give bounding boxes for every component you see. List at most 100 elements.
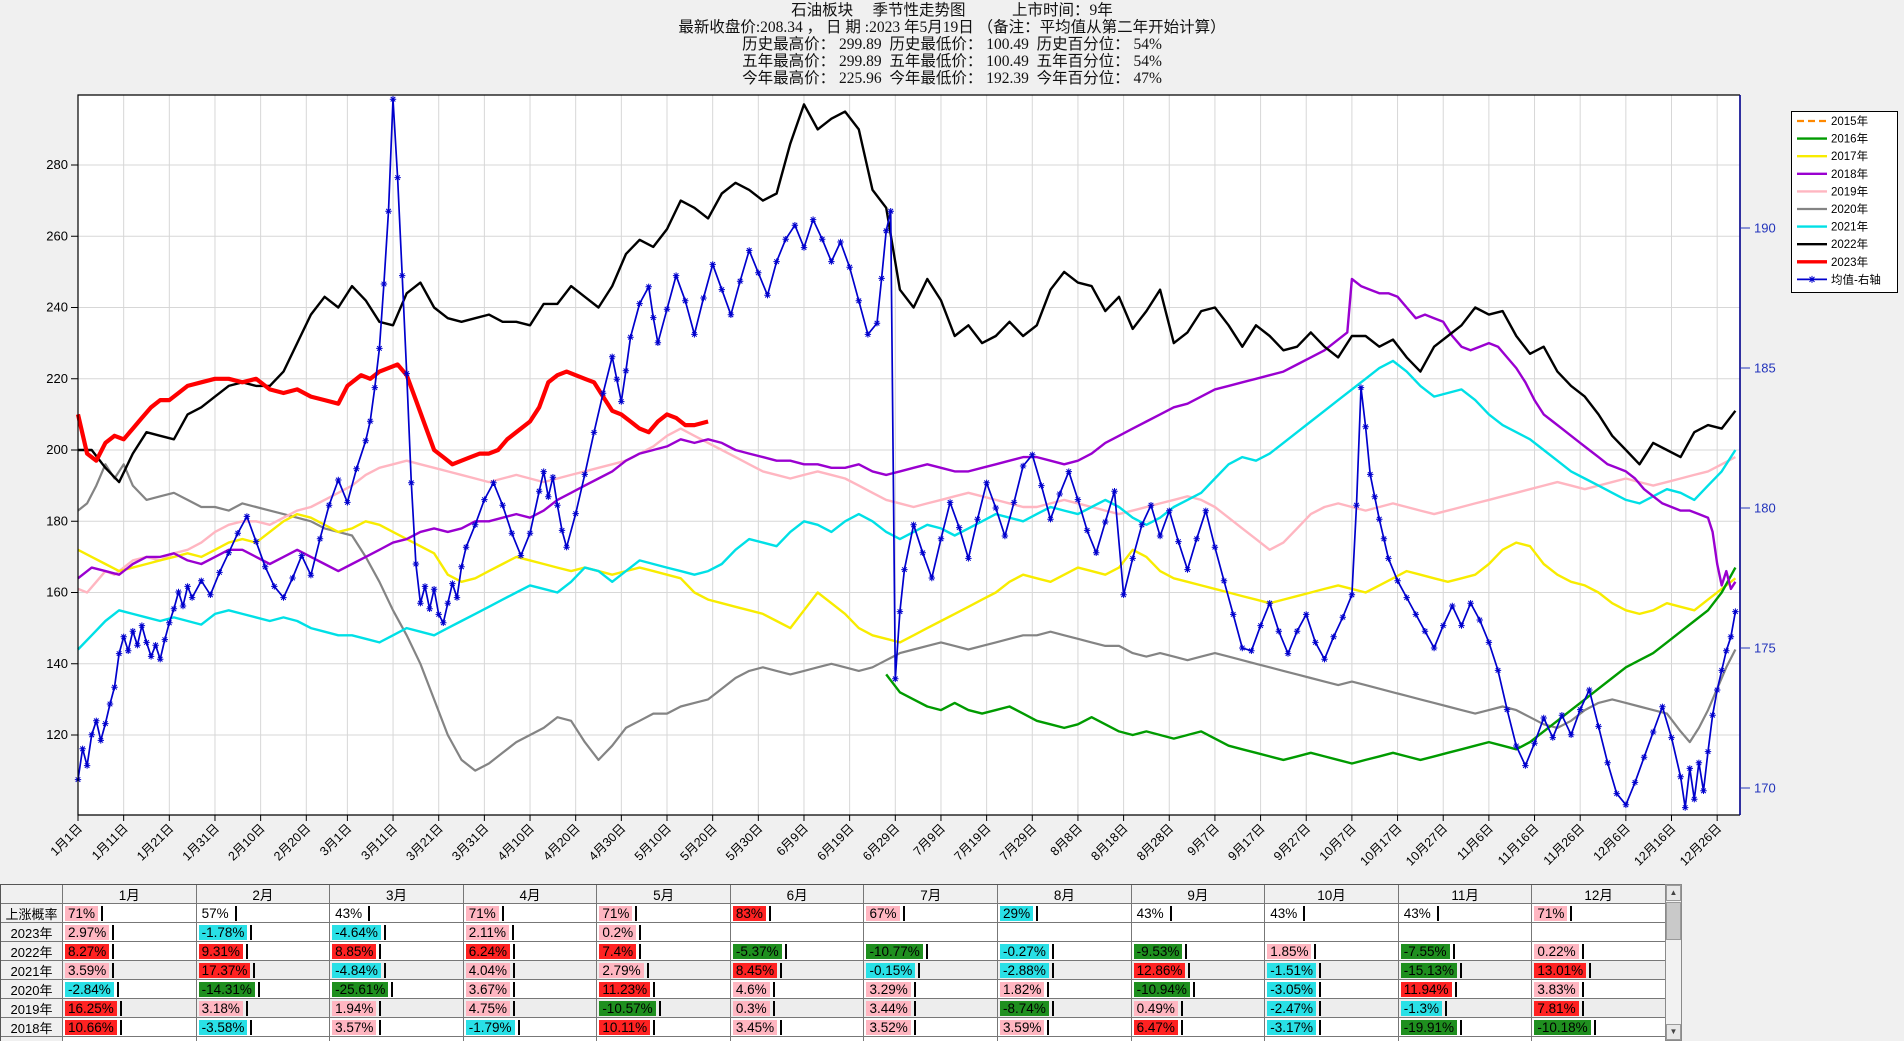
value-chip: -10.94% <box>1133 981 1190 997</box>
table-cell-value <box>1265 1037 1399 1041</box>
value-tick-mark <box>1180 1000 1183 1016</box>
table-cell-value: -0.27% <box>998 942 1132 961</box>
table-cell-value <box>1131 923 1266 942</box>
value-tick-mark <box>1581 943 1584 959</box>
value-tick-mark <box>913 1019 916 1035</box>
value-chip: 1.85% <box>1267 943 1312 959</box>
svg-text:175: 175 <box>1754 641 1776 656</box>
value-chip: 3.57% <box>332 1019 377 1035</box>
table-cell-value: 10.11% <box>597 1018 731 1037</box>
table-cell-value: 0.3% <box>730 999 865 1018</box>
value-chip: -3.17% <box>1267 1019 1316 1035</box>
value-chip: 7.4% <box>599 943 637 959</box>
table-cell-value: -25.61% <box>330 980 464 999</box>
month-header-2月: 2月 <box>196 885 331 904</box>
scroll-down-button[interactable]: ▼ <box>1666 1024 1681 1040</box>
x-tick-label: 1月11日 <box>89 821 131 863</box>
x-tick-label: 9月7日 <box>1185 821 1222 858</box>
table-cell-value: -14.31% <box>196 980 331 999</box>
legend-item-2018年[interactable]: 2018年 <box>1797 167 1868 181</box>
table-cell-value: 3.45% <box>730 1018 865 1037</box>
legend-item-2021年[interactable]: 2021年 <box>1797 220 1868 234</box>
svg-text:180: 180 <box>1754 501 1776 516</box>
legend-item-2015年[interactable]: 2015年 <box>1797 114 1868 128</box>
table-cell-value: 16.25% <box>63 999 197 1018</box>
table-cell-value: 43% <box>1265 904 1399 923</box>
table-cell-value: 71% <box>463 904 598 923</box>
table-cell-value <box>196 1037 331 1041</box>
value-chip: -2.47% <box>1267 1000 1316 1016</box>
history-range-line: 历史最高价： 299.89 历史最低价： 100.49 历史百分位： 54% <box>742 36 1162 53</box>
value-tick-mark <box>780 1019 783 1035</box>
value-tick-mark <box>639 943 642 959</box>
value-chip: -0.27% <box>1000 943 1049 959</box>
series-2022年 <box>78 103 1737 484</box>
value-chip: -4.64% <box>332 924 381 940</box>
x-tick-label: 5月10日 <box>632 821 674 863</box>
legend-item-均值-右轴[interactable]: 均值-右轴 <box>1797 272 1881 286</box>
series-2017年 <box>77 512 1737 644</box>
table-cell-value: 0.49% <box>1131 999 1266 1018</box>
value-chip: 0.49% <box>1133 1000 1178 1016</box>
x-tick-label: 4月30日 <box>586 821 628 863</box>
table-cell-value: 71% <box>1532 904 1666 923</box>
month-header-1月: 1月 <box>63 885 197 904</box>
value-chip: 8.45% <box>732 962 778 978</box>
value-tick-mark <box>658 1000 661 1016</box>
scroll-up-button[interactable]: ▲ <box>1666 885 1681 901</box>
value-chip: 16.25% <box>65 1000 117 1016</box>
table-cell-value <box>63 1037 197 1041</box>
table-scrollbar[interactable]: ▲ ▼ <box>1665 884 1682 1041</box>
fiveyear-range-line: 五年最高价： 299.89 五年最低价： 100.49 五年百分位： 54% <box>742 53 1162 70</box>
value-chip: 43% <box>335 905 363 921</box>
legend-item-2019年[interactable]: 2019年 <box>1797 184 1868 198</box>
value-chip: 4.04% <box>465 962 511 978</box>
table-cell-value: 8.27% <box>63 942 197 961</box>
table-cell-value <box>998 923 1132 942</box>
svg-text:280: 280 <box>46 157 68 172</box>
value-tick-mark <box>1188 962 1191 978</box>
legend-item-2023年[interactable]: 2023年 <box>1797 255 1868 269</box>
x-tick-label: 9月27日 <box>1271 821 1313 863</box>
value-tick-mark <box>234 905 237 921</box>
value-chip: -7.55% <box>1400 943 1450 959</box>
x-tick-label: 2月10日 <box>225 821 267 863</box>
table-cell-value <box>597 1037 731 1041</box>
table-cell-value: 1.82% <box>998 980 1132 999</box>
legend-item-2022年[interactable]: 2022年 <box>1797 237 1868 251</box>
legend-item-2020年[interactable]: 2020年 <box>1797 202 1868 216</box>
row-label: 2021年 <box>1 961 63 980</box>
value-chip: 8.85% <box>332 943 377 959</box>
value-tick-mark <box>391 981 394 997</box>
value-tick-mark <box>250 1019 253 1035</box>
table-cell-value: 43% <box>1398 904 1533 923</box>
value-chip: 3.83% <box>1534 981 1579 997</box>
value-chip: 17.37% <box>198 962 251 978</box>
table-cell-value: 13.01% <box>1532 961 1666 980</box>
table-cell-value: -10.94% <box>1131 980 1266 999</box>
value-chip: -5.37% <box>732 943 782 959</box>
row-label: 2018年 <box>1 1018 63 1037</box>
series-2023年 <box>75 362 709 467</box>
scrollbar-thumb[interactable] <box>1666 902 1681 940</box>
month-header-7月: 7月 <box>864 885 999 904</box>
row-label <box>1 1037 63 1041</box>
value-tick-mark <box>784 943 787 959</box>
value-chip: 12.86% <box>1133 962 1186 978</box>
value-tick-mark <box>768 905 771 921</box>
row-label: 2022年 <box>1 942 63 961</box>
value-tick-mark <box>1318 1000 1321 1016</box>
table-cell-value: 4.75% <box>463 999 598 1018</box>
legend-item-2016年[interactable]: 2016年 <box>1797 132 1868 146</box>
legend-item-2017年[interactable]: 2017年 <box>1797 149 1868 163</box>
value-chip: -25.61% <box>332 981 389 997</box>
table-cell-value: -2.47% <box>1265 999 1399 1018</box>
value-chip: -10.18% <box>1534 1019 1591 1035</box>
value-tick-mark <box>1445 1000 1448 1016</box>
value-tick-mark <box>772 981 775 997</box>
month-header-9月: 9月 <box>1131 885 1266 904</box>
value-chip: 4.6% <box>732 981 770 997</box>
table-cell-value: 0.22% <box>1532 942 1666 961</box>
table-cell-value: -15.13% <box>1398 961 1533 980</box>
month-header-4月: 4月 <box>463 885 598 904</box>
